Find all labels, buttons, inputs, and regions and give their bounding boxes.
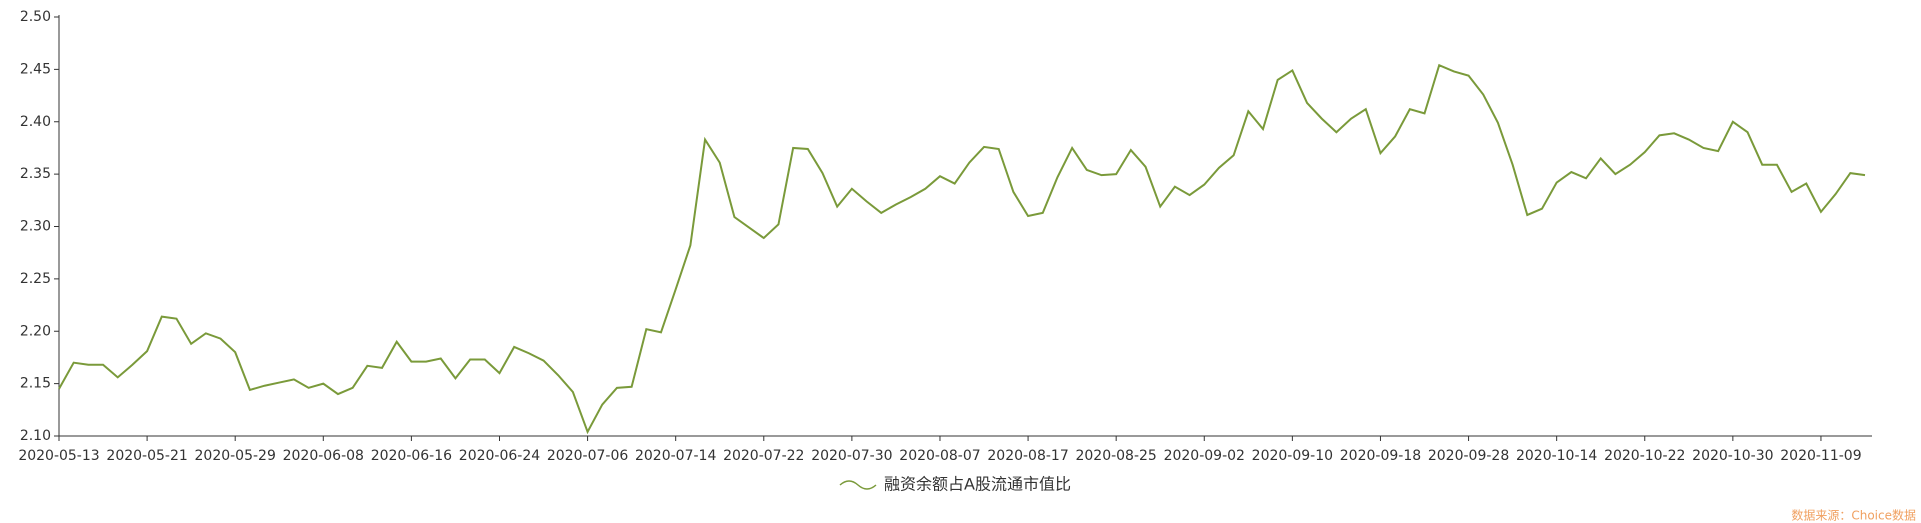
x-tick-label: 2020-08-17 [987, 448, 1068, 464]
x-tick-label: 2020-09-02 [1164, 448, 1245, 464]
x-tick-label: 2020-06-24 [459, 448, 540, 464]
x-tick-label: 2020-07-22 [723, 448, 804, 464]
x-tick-label: 2020-06-08 [283, 448, 364, 464]
y-tick-label: 2.40 [20, 114, 51, 130]
x-tick-label: 2020-10-22 [1604, 448, 1685, 464]
y-tick-label: 2.30 [20, 219, 51, 235]
x-tick-label: 2020-06-16 [371, 448, 452, 464]
source-note: 数据来源：Choice数据 [1791, 508, 1916, 523]
x-tick-label: 2020-05-21 [106, 448, 187, 464]
y-tick-label: 2.45 [20, 61, 51, 77]
x-tick-label: 2020-09-18 [1340, 448, 1421, 464]
x-tick-label: 2020-07-06 [547, 448, 628, 464]
x-tick-label: 2020-07-14 [635, 448, 716, 464]
y-tick-label: 2.15 [20, 376, 51, 392]
x-tick-label: 2020-10-14 [1516, 448, 1597, 464]
x-tick-label: 2020-07-30 [811, 448, 892, 464]
y-tick-label: 2.10 [20, 428, 51, 444]
x-tick-label: 2020-11-09 [1780, 448, 1861, 464]
y-tick-label: 2.20 [20, 323, 51, 339]
x-tick-label: 2020-08-25 [1075, 448, 1156, 464]
legend-swatch [839, 480, 877, 490]
x-tick-label: 2020-05-29 [195, 448, 276, 464]
x-tick-label: 2020-09-10 [1252, 448, 1333, 464]
y-tick-label: 2.35 [20, 166, 51, 182]
x-tick-label: 2020-08-07 [899, 448, 980, 464]
y-tick-label: 2.25 [20, 271, 51, 287]
data-line [58, 63, 1866, 435]
x-tick-label: 2020-10-30 [1692, 448, 1773, 464]
x-tick-label: 2020-09-28 [1428, 448, 1509, 464]
legend-label: 融资余额占A股流通市值比 [884, 475, 1071, 494]
x-tick-label: 2020-05-13 [18, 448, 99, 464]
y-tick-label: 2.50 [20, 9, 51, 25]
